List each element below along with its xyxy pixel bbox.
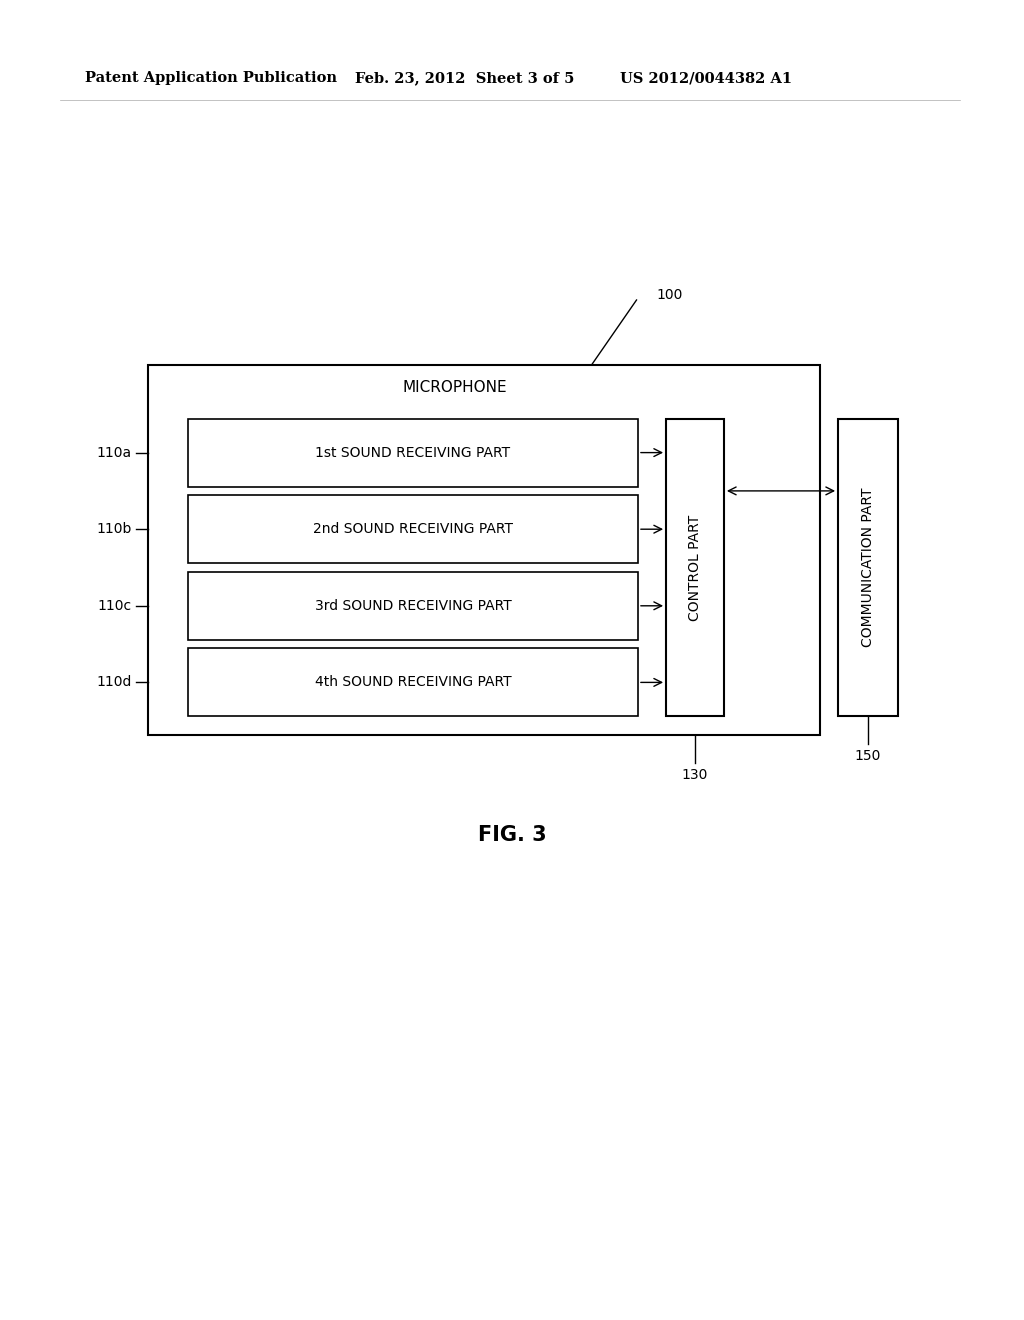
- Text: FIG. 3: FIG. 3: [477, 825, 547, 845]
- Text: 150: 150: [855, 750, 882, 763]
- Text: 110d: 110d: [96, 676, 132, 689]
- Text: US 2012/0044382 A1: US 2012/0044382 A1: [620, 71, 793, 84]
- Bar: [188, 648, 638, 717]
- Text: MICROPHONE: MICROPHONE: [402, 380, 507, 395]
- Text: 3rd SOUND RECEIVING PART: 3rd SOUND RECEIVING PART: [314, 599, 511, 612]
- Text: CONTROL PART: CONTROL PART: [688, 515, 702, 620]
- Text: 4th SOUND RECEIVING PART: 4th SOUND RECEIVING PART: [314, 676, 511, 689]
- Text: COMMUNICATION PART: COMMUNICATION PART: [861, 488, 874, 647]
- Text: Feb. 23, 2012  Sheet 3 of 5: Feb. 23, 2012 Sheet 3 of 5: [355, 71, 574, 84]
- Bar: [148, 366, 820, 735]
- Text: 2nd SOUND RECEIVING PART: 2nd SOUND RECEIVING PART: [313, 523, 513, 536]
- Bar: [188, 418, 638, 487]
- Text: 1st SOUND RECEIVING PART: 1st SOUND RECEIVING PART: [315, 446, 511, 459]
- Text: 110c: 110c: [98, 599, 132, 612]
- Text: Patent Application Publication: Patent Application Publication: [85, 71, 337, 84]
- Text: 100: 100: [656, 288, 683, 302]
- Bar: [838, 418, 898, 717]
- Bar: [188, 495, 638, 564]
- Bar: [188, 572, 638, 640]
- Text: 110a: 110a: [97, 446, 132, 459]
- Text: 110b: 110b: [96, 523, 132, 536]
- Bar: [666, 418, 724, 717]
- Text: 130: 130: [682, 768, 709, 781]
